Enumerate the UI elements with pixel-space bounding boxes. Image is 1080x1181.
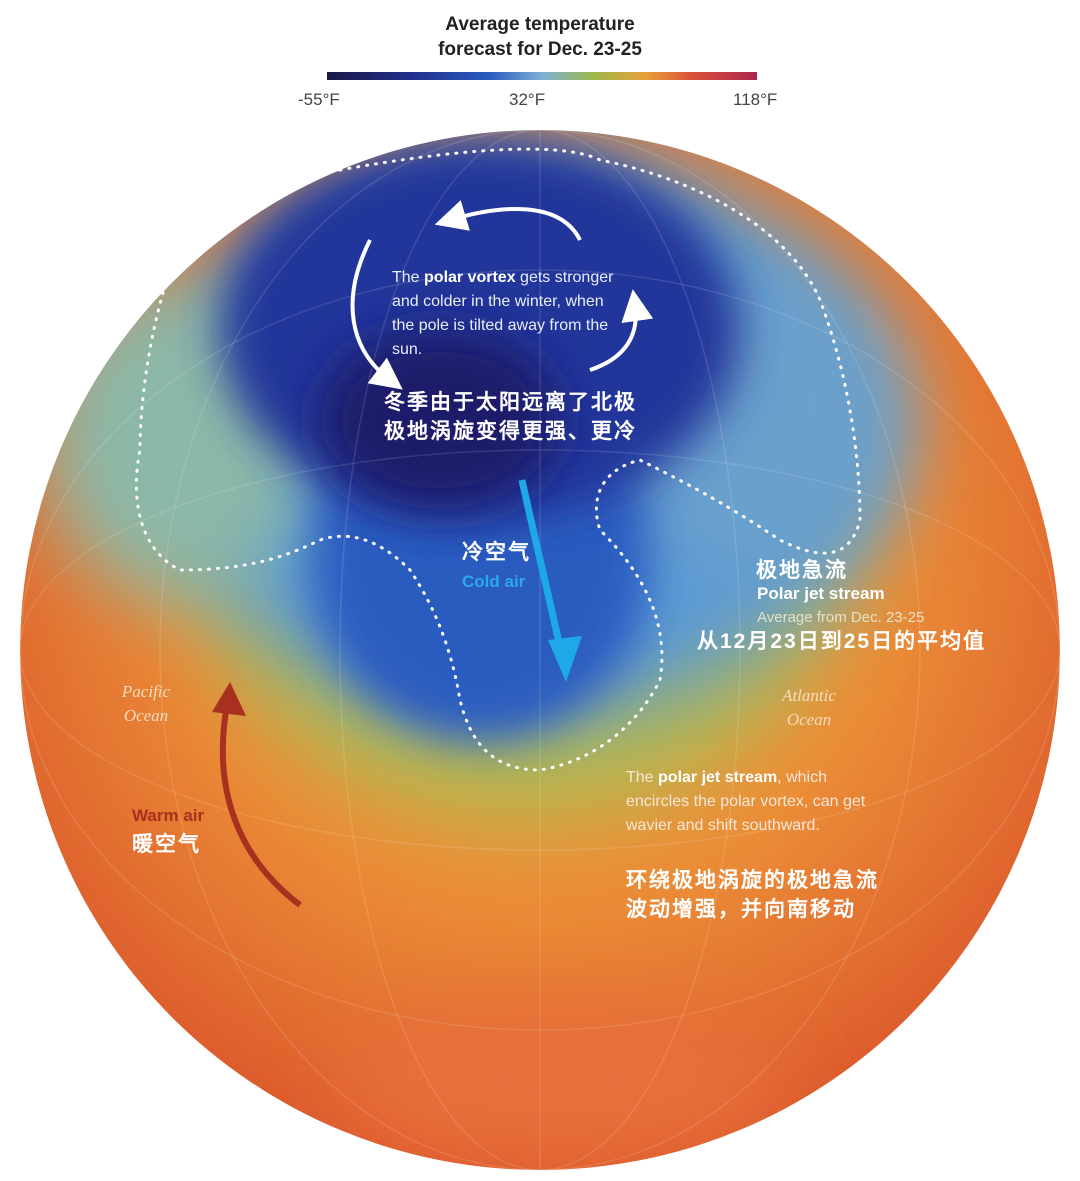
polar-vortex-note-cn: 冬季由于太阳远离了北极 极地涡旋变得更强、更冷 — [384, 391, 637, 443]
warm-air-arrow — [219, 699, 302, 908]
jet-shift-note-cn: 环绕极地涡旋的极地急流 波动增强，并向南移动 — [626, 869, 879, 921]
temperature-color-scale — [327, 72, 757, 80]
scale-max-label: 118°F — [733, 90, 778, 109]
legend-title-line2: forecast for Dec. 23-25 — [438, 39, 642, 60]
atlantic-ocean-label: Atlantic Ocean — [782, 686, 836, 729]
warm-air-arrowhead — [212, 682, 246, 716]
scale-min-label: -55°F — [298, 90, 340, 109]
jet-stream-label-cn: 极地急流 — [756, 559, 848, 582]
legend-title-line1: Average temperature — [445, 14, 635, 35]
cold-air-label: Cold air — [462, 572, 526, 591]
vortex-arrow-left — [350, 239, 403, 390]
cold-air-label-cn: 冷空气 — [462, 541, 531, 564]
warm-air-label: Warm air — [132, 806, 205, 825]
jet-shift-note: The polar jet stream, which encircles th… — [626, 769, 866, 834]
jet-stream-path — [134, 147, 862, 772]
jet-stream-sub: Average from Dec. 23-25 — [757, 609, 925, 626]
warm-air-label-cn: 暖空气 — [132, 833, 201, 856]
polar-vortex-note: The polar vortex gets stronger and colde… — [392, 269, 614, 358]
vortex-arrow-right — [589, 289, 654, 372]
scale-mid-label: 32°F — [509, 90, 546, 109]
jet-stream-label: Polar jet stream — [757, 584, 885, 603]
jet-stream-sub-cn: 从12月23日到25日的平均值 — [697, 630, 987, 653]
pacific-ocean-label: Pacific Ocean — [121, 682, 171, 725]
vortex-arrow-top — [434, 200, 582, 241]
cold-air-arrowhead — [548, 636, 582, 682]
legend-title: Average temperature forecast for Dec. 23… — [0, 12, 1080, 62]
